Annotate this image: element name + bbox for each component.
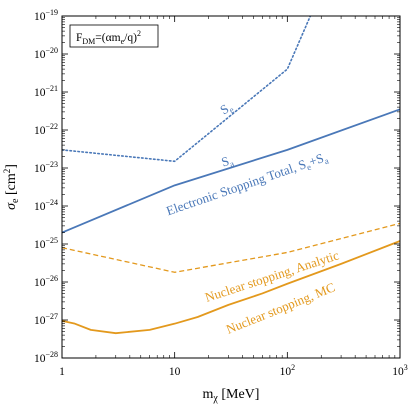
y-tick-label: 10−23 bbox=[34, 160, 58, 175]
series-line-electronic-total bbox=[62, 108, 400, 234]
series-line-nuclear-mc bbox=[62, 240, 400, 335]
series-line-nuclear-analytic bbox=[62, 222, 400, 273]
annotation-ann-electronic: Electronic Stopping Total, Se+Sa bbox=[164, 149, 330, 220]
y-tick-label: 10−25 bbox=[34, 236, 58, 251]
y-tick-label: 10−21 bbox=[34, 84, 58, 99]
x-tick-label: 10 bbox=[169, 366, 181, 378]
annotation-ann-sa: Sa bbox=[219, 152, 235, 172]
x-tick-label: 102 bbox=[280, 363, 296, 378]
y-tick-label: 10−26 bbox=[34, 274, 58, 289]
x-tick-label: 103 bbox=[392, 363, 408, 378]
y-tick-label: 10−27 bbox=[34, 312, 58, 327]
series-line-s-e bbox=[62, 16, 312, 163]
y-tick-label: 10−28 bbox=[34, 350, 58, 365]
legend-box: FDM=(αme/q)2 bbox=[69, 24, 159, 48]
y-tick-label: 10−20 bbox=[34, 46, 58, 61]
y-tick-label: 10−24 bbox=[34, 198, 58, 213]
y-tick-label: 10−22 bbox=[34, 122, 58, 137]
y-axis-label: σe [cm2] bbox=[2, 164, 21, 210]
x-axis-label: mχ [MeV] bbox=[203, 387, 260, 404]
legend-text: FDM=(αme/q)2 bbox=[76, 29, 141, 46]
y-tick-label: 10−19 bbox=[34, 8, 58, 23]
plot-frame bbox=[61, 15, 401, 359]
x-tick-label: 1 bbox=[59, 366, 65, 378]
annotation-ann-se: Se bbox=[217, 99, 236, 119]
